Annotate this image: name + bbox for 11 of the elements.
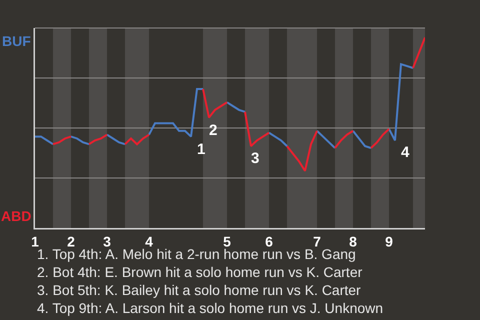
x-tick-label: 1: [31, 233, 40, 250]
text: 2. Bot 4th: E. Brown hit a solo home run vs K. Carter: [37, 264, 363, 280]
annotation: 3: [251, 150, 260, 167]
text: 4. Top 9th: A. Larson hit a solo home run vs J. Unknown: [37, 300, 384, 316]
text: BUF: [2, 33, 32, 49]
annotation: 4: [401, 144, 410, 161]
text: 3. Bot 5th: K. Bailey hit a solo home run vs K. Carter: [37, 282, 362, 298]
annotation: 2: [209, 122, 218, 139]
x-tick-label: 9: [385, 233, 394, 250]
annotation: 1: [197, 141, 206, 158]
text: ABD: [1, 208, 32, 224]
